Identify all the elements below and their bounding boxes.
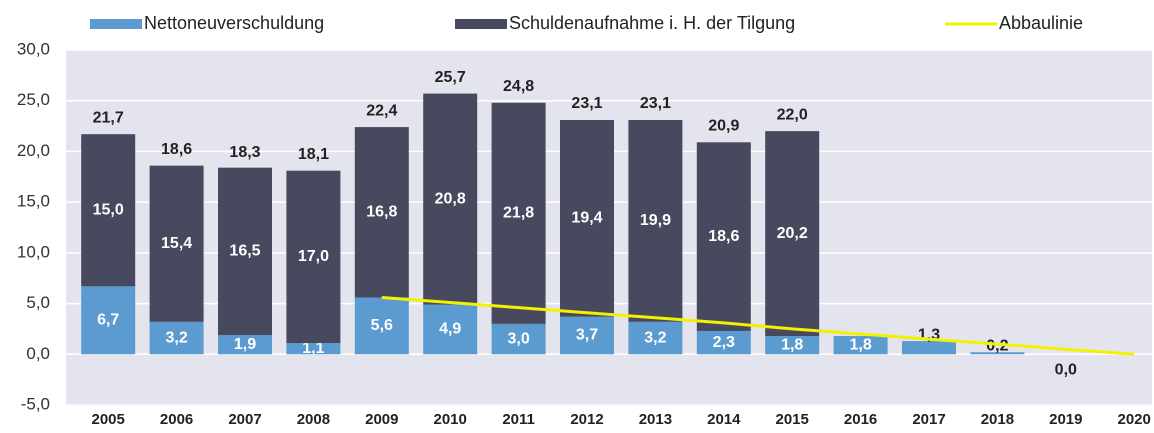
legend-swatch [455, 19, 507, 29]
legend-label: Nettoneuverschuldung [144, 13, 324, 33]
x-tick-label: 2006 [160, 411, 193, 428]
bar-value-label: 3,0 [507, 330, 529, 347]
y-tick-label: 30,0 [17, 39, 50, 58]
bar-segment [560, 316, 614, 355]
x-tick-label: 2010 [434, 411, 467, 428]
bar-value-label: 3,7 [576, 327, 598, 344]
bar-value-label: 16,8 [366, 204, 397, 221]
total-label: 24,8 [503, 78, 534, 95]
total-label: 18,6 [161, 141, 192, 158]
bar-segment [286, 343, 341, 355]
x-tick-label: 2012 [570, 411, 603, 428]
x-tick-label: 2005 [92, 411, 125, 428]
bar-value-label: 17,0 [298, 248, 329, 265]
bar-segment [696, 330, 751, 355]
x-tick-label: 2007 [228, 411, 261, 428]
bar-segment [81, 134, 136, 287]
total-label: 21,7 [93, 109, 124, 126]
y-tick-label: 10,0 [17, 242, 50, 261]
bar-value-label: 4,9 [439, 321, 461, 338]
y-tick-label: -5,0 [21, 394, 50, 413]
legend-swatch [90, 19, 142, 29]
bar-segment [286, 170, 341, 344]
total-label: 18,3 [229, 144, 260, 161]
line [381, 295, 1135, 356]
bar-segment [696, 142, 751, 331]
bar-segment [970, 352, 1025, 355]
total-label: 20,9 [708, 118, 739, 135]
total-label: 25,7 [435, 69, 466, 86]
bar-segment [628, 321, 683, 355]
x-tick-label: 2019 [1049, 411, 1082, 428]
bar-value-label: 3,2 [644, 329, 666, 346]
bar-value-label: 16,5 [229, 243, 260, 260]
x-tick-label: 2009 [365, 411, 398, 428]
x-tick-label: 2011 [502, 411, 535, 428]
bar-segment [354, 297, 409, 355]
bar-segment [491, 102, 546, 324]
bar-segment [354, 127, 409, 298]
bar-segment [81, 286, 136, 355]
bar-value-label: 5,6 [371, 317, 393, 334]
y-tick-label: 15,0 [17, 192, 50, 211]
x-tick-label: 2013 [639, 411, 672, 428]
x-tick-label: 2016 [844, 411, 877, 428]
bar-value-label: 0,2 [986, 337, 1008, 354]
total-label: 22,0 [777, 106, 808, 123]
y-tick-label: 5,0 [26, 293, 50, 312]
bar-segment [902, 341, 956, 355]
bar-segment [218, 167, 272, 336]
bar-segment [149, 321, 204, 355]
bar-segment [423, 93, 478, 305]
total-label: 23,1 [571, 95, 602, 112]
bar-segment [149, 165, 204, 322]
bar-value-label: 20,8 [435, 190, 466, 207]
bar-value-label: 1,8 [781, 336, 803, 353]
bar-segment [218, 335, 272, 355]
legend-label: Schuldenaufnahme i. H. der Tilgung [509, 13, 795, 33]
bar-segment [560, 119, 614, 317]
y-tick-label: 0,0 [26, 344, 50, 363]
total-label: 23,1 [640, 95, 671, 112]
bar-value-label: 19,9 [640, 212, 671, 229]
bar-segment [423, 304, 478, 355]
x-tick-label: 2015 [776, 411, 809, 428]
y-tick-label: 20,0 [17, 141, 50, 160]
bar-value-label: 19,4 [571, 210, 602, 227]
total-label: 22,4 [366, 102, 397, 119]
bar-value-label: 15,4 [161, 235, 192, 252]
bar-value-label: 6,7 [97, 312, 119, 329]
x-tick-label: 2008 [297, 411, 330, 428]
bar-segment [628, 119, 683, 322]
x-tick-label: 2018 [981, 411, 1014, 428]
x-tick-label: 2017 [912, 411, 945, 428]
bar-value-label: 0,0 [1055, 362, 1077, 379]
bar-segment [765, 336, 820, 355]
y-tick-label: 25,0 [17, 90, 50, 109]
bar-value-label: 20,2 [777, 225, 808, 242]
bar-value-label: 21,8 [503, 205, 534, 222]
bar-value-label: 1,1 [302, 340, 324, 357]
x-tick-label: 2020 [1118, 411, 1151, 428]
bar-segment [833, 336, 888, 355]
bar-value-label: 15,0 [93, 201, 124, 218]
bar-value-label: 2,3 [713, 334, 735, 351]
x-tick-label: 2014 [707, 411, 741, 428]
bar-value-label: 1,8 [849, 336, 871, 353]
bar-value-label: 18,6 [708, 228, 739, 245]
bar-segment [765, 131, 820, 337]
total-label: 18,1 [298, 146, 329, 163]
bar-value-label: 3,2 [165, 329, 187, 346]
bar-value-label: 1,9 [234, 336, 256, 353]
bar-segment [491, 323, 546, 355]
legend-label: Abbaulinie [999, 13, 1083, 33]
